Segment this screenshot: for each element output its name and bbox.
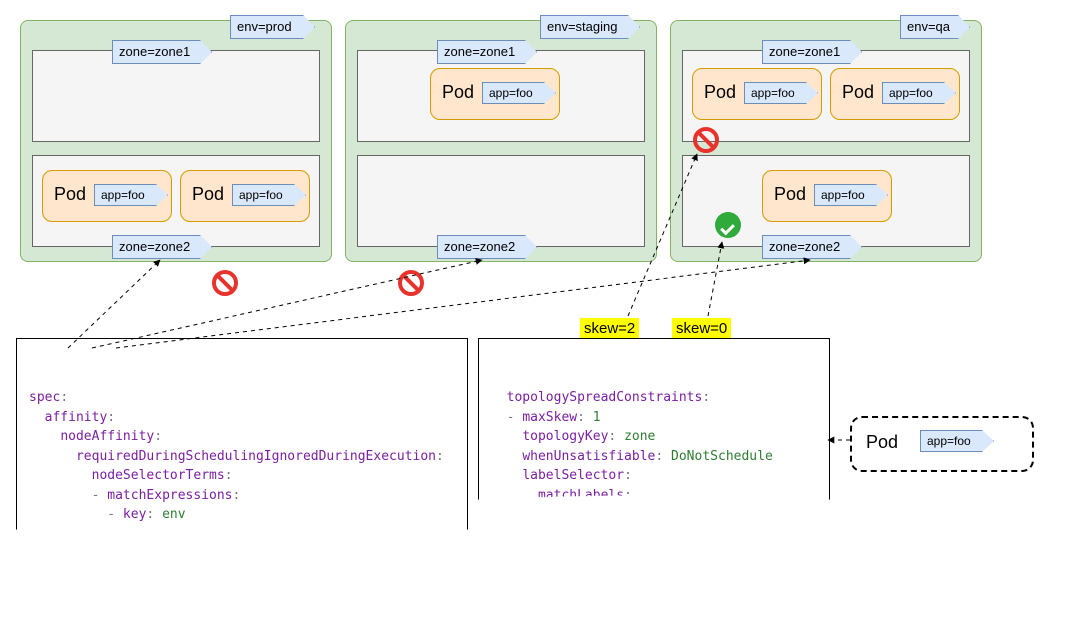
env-tag: env=prod bbox=[230, 15, 315, 39]
env-tag: env=staging bbox=[540, 15, 640, 39]
zone2 bbox=[357, 155, 645, 247]
zone-tag: zone=zone2 bbox=[112, 235, 212, 259]
pod-label: Pod bbox=[842, 82, 874, 103]
pod-tag: app=foo bbox=[482, 82, 556, 104]
pod-tag: app=foo bbox=[232, 184, 306, 206]
zone-tag: zone=zone1 bbox=[112, 40, 212, 64]
pod-tag: app=foo bbox=[882, 82, 956, 104]
pod-label: Pod bbox=[774, 184, 806, 205]
zone-tag: zone=zone2 bbox=[437, 235, 537, 259]
zone-tag: zone=zone1 bbox=[762, 40, 862, 64]
skew-label: skew=0 bbox=[672, 318, 731, 339]
pod-tag: app=foo bbox=[920, 430, 994, 452]
forbid-icon bbox=[693, 127, 719, 153]
pod-tag: app=foo bbox=[814, 184, 888, 206]
pod-tag: app=foo bbox=[744, 82, 818, 104]
skew-label: skew=2 bbox=[580, 318, 639, 339]
pod-label: Pod bbox=[704, 82, 736, 103]
pod-label: Pod bbox=[54, 184, 86, 205]
ok-icon bbox=[715, 212, 741, 238]
zone-tag: zone=zone1 bbox=[437, 40, 537, 64]
pod-label: Pod bbox=[192, 184, 224, 205]
forbid-icon bbox=[398, 270, 424, 296]
env-tag: env=qa bbox=[900, 15, 970, 39]
pod-label: Pod bbox=[866, 432, 898, 453]
pod-tag: app=foo bbox=[94, 184, 168, 206]
yaml-topology: topologySpreadConstraints: - maxSkew: 1 … bbox=[478, 338, 830, 540]
pod-label: Pod bbox=[442, 82, 474, 103]
zone-tag: zone=zone2 bbox=[762, 235, 862, 259]
forbid-icon bbox=[212, 270, 238, 296]
yaml-affinity: spec: affinity: nodeAffinity: requiredDu… bbox=[16, 338, 468, 570]
